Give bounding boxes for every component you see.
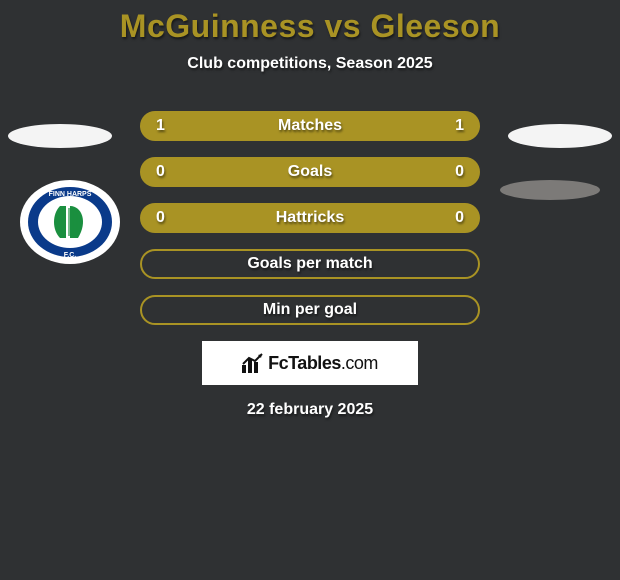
snapshot-date: 22 february 2025 (0, 401, 620, 419)
stat-value-right: 0 (455, 209, 464, 227)
page-subtitle: Club competitions, Season 2025 (0, 55, 620, 73)
watermark-icon (242, 353, 264, 373)
crest-text-top: FINN HARPS (49, 191, 92, 198)
avatar-placeholder-right (508, 124, 612, 148)
stat-label: Matches (142, 117, 478, 135)
stat-value-right: 0 (455, 163, 464, 181)
stat-label: Min per goal (142, 301, 478, 319)
stat-row-goals-per-match: Goals per match (140, 249, 480, 279)
stat-label: Goals (142, 163, 478, 181)
club-crest-left: FINN HARPS F.C. (20, 180, 120, 264)
avatar-placeholder-left (8, 124, 112, 148)
watermark-name: FcTables (268, 353, 341, 373)
stat-row-goals: Goals0 0 (140, 157, 480, 187)
stat-row-matches: Matches1 1 (140, 111, 480, 141)
stat-value-left: 0 (156, 209, 165, 227)
watermark-text: FcTables.com (268, 353, 378, 374)
stat-label: Hattricks (142, 209, 478, 227)
crest-text-bot: F.C. (64, 252, 77, 259)
stat-value-left: 0 (156, 163, 165, 181)
stat-label: Goals per match (142, 255, 478, 273)
stat-value-right: 1 (455, 117, 464, 135)
stat-value-left: 1 (156, 117, 165, 135)
stat-row-min-per-goal: Min per goal (140, 295, 480, 325)
watermark-suffix: .com (341, 353, 378, 373)
page-title: McGuinness vs Gleeson (0, 0, 620, 45)
watermark: FcTables.com (202, 341, 418, 385)
stat-row-hattricks: Hattricks0 0 (140, 203, 480, 233)
club-placeholder-right (500, 180, 600, 200)
